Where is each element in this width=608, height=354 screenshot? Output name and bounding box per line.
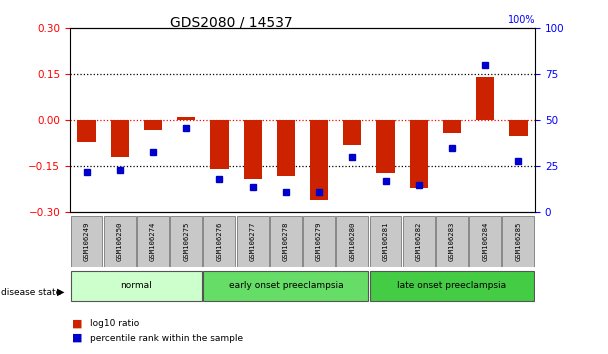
Text: GSM106249: GSM106249 — [83, 222, 89, 261]
Bar — [443, 120, 461, 133]
Bar — [476, 78, 494, 120]
Text: early onset preeclampsia: early onset preeclampsia — [229, 281, 343, 290]
FancyBboxPatch shape — [170, 216, 202, 267]
Bar — [177, 117, 195, 120]
FancyBboxPatch shape — [204, 216, 235, 267]
Text: GSM106284: GSM106284 — [482, 222, 488, 261]
FancyBboxPatch shape — [71, 216, 103, 267]
Text: GDS2080 / 14537: GDS2080 / 14537 — [170, 16, 292, 30]
Text: ▶: ▶ — [57, 287, 64, 297]
Bar — [510, 120, 528, 136]
Text: log10 ratio: log10 ratio — [90, 319, 139, 329]
FancyBboxPatch shape — [204, 271, 368, 301]
Text: GSM106280: GSM106280 — [350, 222, 355, 261]
Bar — [144, 120, 162, 130]
Bar — [310, 120, 328, 200]
FancyBboxPatch shape — [104, 216, 136, 267]
Text: GSM106275: GSM106275 — [183, 222, 189, 261]
Bar — [343, 120, 361, 145]
Text: GSM106250: GSM106250 — [117, 222, 123, 261]
FancyBboxPatch shape — [370, 216, 401, 267]
Text: disease state: disease state — [1, 287, 61, 297]
Text: GSM106283: GSM106283 — [449, 222, 455, 261]
Text: GSM106274: GSM106274 — [150, 222, 156, 261]
Bar — [410, 120, 428, 188]
Text: normal: normal — [120, 281, 152, 290]
FancyBboxPatch shape — [137, 216, 169, 267]
Text: GSM106278: GSM106278 — [283, 222, 289, 261]
FancyBboxPatch shape — [436, 216, 468, 267]
Text: ■: ■ — [72, 319, 82, 329]
FancyBboxPatch shape — [303, 216, 335, 267]
Bar — [376, 120, 395, 172]
Bar — [111, 120, 129, 157]
FancyBboxPatch shape — [502, 216, 534, 267]
Text: percentile rank within the sample: percentile rank within the sample — [90, 333, 243, 343]
Text: GSM106277: GSM106277 — [250, 222, 255, 261]
Bar — [77, 120, 95, 142]
Text: late onset preeclampsia: late onset preeclampsia — [398, 281, 506, 290]
Bar — [244, 120, 262, 179]
FancyBboxPatch shape — [237, 216, 269, 267]
FancyBboxPatch shape — [469, 216, 501, 267]
Bar — [210, 120, 229, 170]
FancyBboxPatch shape — [270, 216, 302, 267]
Bar — [277, 120, 295, 176]
FancyBboxPatch shape — [336, 216, 368, 267]
FancyBboxPatch shape — [71, 271, 202, 301]
Text: ■: ■ — [72, 333, 82, 343]
Text: GSM106281: GSM106281 — [382, 222, 389, 261]
FancyBboxPatch shape — [403, 216, 435, 267]
FancyBboxPatch shape — [370, 271, 534, 301]
Text: GSM106276: GSM106276 — [216, 222, 223, 261]
Text: GSM106285: GSM106285 — [516, 222, 522, 261]
Text: GSM106279: GSM106279 — [316, 222, 322, 261]
Text: 100%: 100% — [508, 15, 535, 25]
Text: GSM106282: GSM106282 — [416, 222, 422, 261]
